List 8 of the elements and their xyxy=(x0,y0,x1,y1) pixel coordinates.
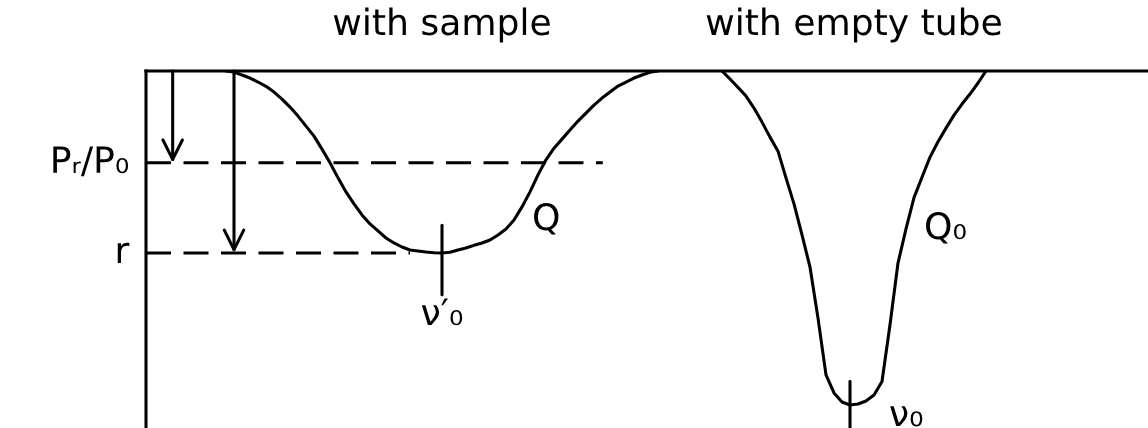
text: with sample xyxy=(333,7,550,43)
series-label: Q₀ xyxy=(926,212,966,244)
ref-line-label: r xyxy=(117,242,130,263)
text: with empty tube xyxy=(706,7,1001,43)
text: ν₀ xyxy=(890,406,923,427)
series-label: Q xyxy=(534,203,559,235)
ref-line-label: Pᵣ/P₀ xyxy=(53,146,129,177)
annotation: ν′₀ xyxy=(421,298,463,326)
